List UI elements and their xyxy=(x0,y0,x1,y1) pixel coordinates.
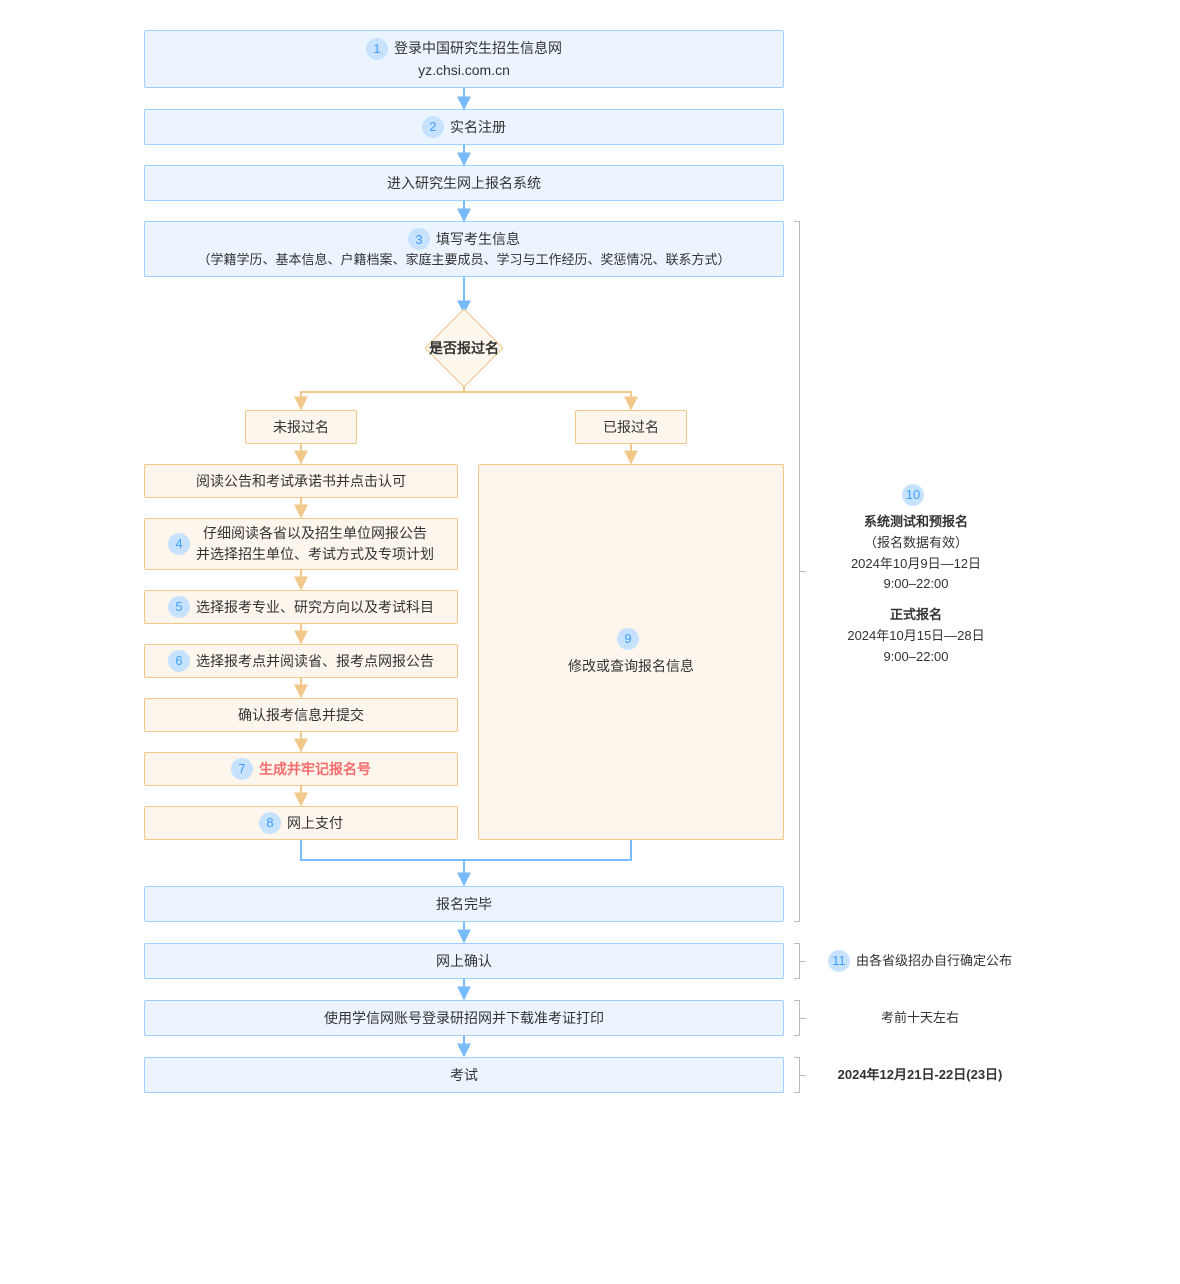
step-enter-text: 进入研究生网上报名系统 xyxy=(387,173,541,194)
side3-text: 考前十天左右 xyxy=(881,1010,959,1025)
orange-step-1: 阅读公告和考试承诺书并点击认可 xyxy=(144,464,458,498)
num-badge: 1 xyxy=(366,38,388,60)
o1-text: 阅读公告和考试承诺书并点击认可 xyxy=(196,471,406,492)
step-enter: 进入研究生网上报名系统 xyxy=(144,165,784,201)
side2-text: 由各省级招办自行确定公布 xyxy=(856,951,1012,972)
side1-t1sub: （报名数据有效） xyxy=(816,533,1016,554)
orange-step-2: 4 仔细阅读各省以及招生单位网报公告 并选择招生单位、考试方式及专项计划 xyxy=(144,518,458,570)
orange-step-4: 6 选择报考点并阅读省、报考点网报公告 xyxy=(144,644,458,678)
step-1-line2: yz.chsi.com.cn xyxy=(418,60,510,81)
num-badge: 10 xyxy=(902,484,924,506)
num-badge: 3 xyxy=(408,228,430,250)
num-badge: 6 xyxy=(168,650,190,672)
num-badge: 5 xyxy=(168,596,190,618)
branch-yes-text: 已报过名 xyxy=(603,417,659,438)
orange-right: 9 修改或查询报名信息 xyxy=(478,464,784,840)
step-1-line1: 登录中国研究生招生信息网 xyxy=(394,38,562,59)
o6-text: 生成并牢记报名号 xyxy=(259,759,371,780)
branch-yes: 已报过名 xyxy=(575,410,687,444)
step-1: 1 登录中国研究生招生信息网 yz.chsi.com.cn xyxy=(144,30,784,88)
oright-text: 修改或查询报名信息 xyxy=(568,656,694,677)
step-3-title: 填写考生信息 xyxy=(436,229,520,250)
side1-t1date2: 9:00–22:00 xyxy=(816,574,1016,595)
step-2: 2 实名注册 xyxy=(144,109,784,145)
side1-t2date2: 9:00–22:00 xyxy=(816,647,1016,668)
bracket-3-nub xyxy=(800,1018,806,1019)
done-text: 报名完毕 xyxy=(436,894,492,915)
bracket-1-nub xyxy=(800,571,806,572)
num-badge: 11 xyxy=(828,950,850,972)
confirm-text: 网上确认 xyxy=(436,951,492,972)
step-confirm: 网上确认 xyxy=(144,943,784,979)
o5-text: 确认报考信息并提交 xyxy=(238,705,364,726)
side-info-1: 10 系统测试和预报名 （报名数据有效） 2024年10月9日—12日 9:00… xyxy=(816,484,1016,668)
decision-diamond: 是否报过名 xyxy=(424,308,504,388)
num-badge: 4 xyxy=(168,533,190,555)
step-download: 使用学信网账号登录研招网并下载准考证打印 xyxy=(144,1000,784,1036)
download-text: 使用学信网账号登录研招网并下载准考证打印 xyxy=(324,1008,604,1029)
step-3-sub: （学籍学历、基本信息、户籍档案、家庭主要成员、学习与工作经历、奖惩情况、联系方式… xyxy=(197,250,730,270)
step-2-text: 实名注册 xyxy=(450,117,506,138)
num-badge: 2 xyxy=(422,116,444,138)
diamond-label: 是否报过名 xyxy=(424,308,504,388)
flowchart-canvas: 1 登录中国研究生招生信息网 yz.chsi.com.cn 2 实名注册 进入研… xyxy=(20,30,1160,1254)
o2-line1: 仔细阅读各省以及招生单位网报公告 xyxy=(196,523,434,544)
side1-t2: 正式报名 xyxy=(890,607,942,622)
orange-step-7: 8 网上支付 xyxy=(144,806,458,840)
side4-text: 2024年12月21日-22日(23日) xyxy=(838,1067,1003,1082)
side-info-2: 11 由各省级招办自行确定公布 xyxy=(810,950,1030,972)
num-badge: 7 xyxy=(231,758,253,780)
exam-text: 考试 xyxy=(450,1065,478,1086)
step-done: 报名完毕 xyxy=(144,886,784,922)
side-info-4: 2024年12月21日-22日(23日) xyxy=(810,1065,1030,1086)
orange-step-3: 5 选择报考专业、研究方向以及考试科目 xyxy=(144,590,458,624)
branch-no-text: 未报过名 xyxy=(273,417,329,438)
bracket-4-nub xyxy=(800,1075,806,1076)
num-badge: 9 xyxy=(617,628,639,650)
step-3: 3 填写考生信息 （学籍学历、基本信息、户籍档案、家庭主要成员、学习与工作经历、… xyxy=(144,221,784,277)
side1-t1date1: 2024年10月9日—12日 xyxy=(816,554,1016,575)
step-exam: 考试 xyxy=(144,1057,784,1093)
o2-line2: 并选择招生单位、考试方式及专项计划 xyxy=(196,544,434,565)
side-info-3: 考前十天左右 xyxy=(810,1008,1030,1029)
o7-text: 网上支付 xyxy=(287,813,343,834)
orange-step-6: 7 生成并牢记报名号 xyxy=(144,752,458,786)
orange-step-5: 确认报考信息并提交 xyxy=(144,698,458,732)
num-badge: 8 xyxy=(259,812,281,834)
o4-text: 选择报考点并阅读省、报考点网报公告 xyxy=(196,651,434,672)
side1-t1: 系统测试和预报名 xyxy=(864,514,968,529)
side1-t2date1: 2024年10月15日—28日 xyxy=(816,626,1016,647)
o3-text: 选择报考专业、研究方向以及考试科目 xyxy=(196,597,434,618)
branch-no: 未报过名 xyxy=(245,410,357,444)
bracket-2-nub xyxy=(800,961,806,962)
